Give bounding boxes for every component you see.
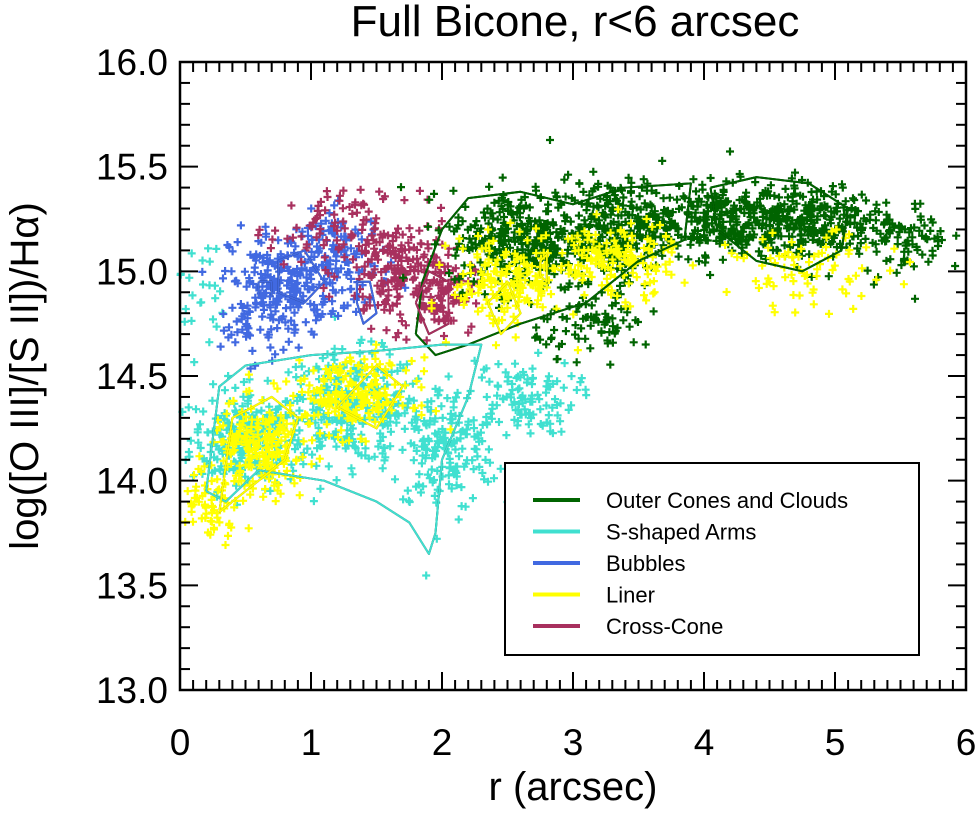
x-tick-label: 4 bbox=[694, 722, 715, 763]
x-tick-label: 0 bbox=[170, 722, 191, 763]
y-tick-label: 13.5 bbox=[96, 565, 168, 606]
point-markers bbox=[254, 185, 482, 345]
axis-ticks bbox=[179, 61, 967, 691]
x-tick-label: 1 bbox=[301, 722, 322, 763]
x-tick-label: 3 bbox=[563, 722, 584, 763]
legend-label: Liner bbox=[606, 583, 655, 608]
x-axis-label: r (arcsec) bbox=[489, 765, 658, 809]
x-tick-label: 6 bbox=[956, 722, 977, 763]
y-tick-label: 14.0 bbox=[96, 461, 168, 502]
y-tick-label: 16.0 bbox=[96, 42, 168, 83]
legend-label: Cross-Cone bbox=[606, 614, 723, 639]
contour-line bbox=[277, 249, 326, 304]
density-contours bbox=[205, 176, 850, 555]
chart-title: Full Bicone, r<6 arcsec bbox=[351, 0, 800, 46]
legend-label: S-shaped Arms bbox=[606, 520, 756, 545]
contour-line bbox=[414, 270, 450, 336]
contour-line bbox=[486, 280, 522, 336]
x-tick-label: 2 bbox=[432, 722, 453, 763]
x-tick-label: 5 bbox=[825, 722, 846, 763]
y-tick-label: 15.5 bbox=[96, 147, 168, 188]
contour-line bbox=[709, 176, 850, 273]
scatter-points bbox=[176, 136, 961, 580]
contour-line bbox=[414, 182, 692, 357]
legend-box bbox=[504, 462, 920, 656]
series-points bbox=[254, 185, 482, 345]
y-axis-label: log([O III]/[S II])/Hα) bbox=[3, 202, 47, 550]
contour-line bbox=[336, 364, 404, 430]
y-tick-label: 14.5 bbox=[96, 356, 168, 397]
contour-line bbox=[218, 395, 299, 513]
tick-labels: 0 1 2 3 4 5 6 13.0 13.5 14.0 14.5 15.0 15.5 16.0 bbox=[96, 42, 976, 763]
legend-label: Bubbles bbox=[606, 551, 686, 576]
contour-line bbox=[205, 343, 483, 555]
contour-line bbox=[539, 253, 548, 283]
y-tick-label: 13.0 bbox=[96, 670, 168, 711]
contour-line bbox=[355, 280, 378, 325]
legend: Outer Cones and Clouds S-shaped Arms Bubbl… bbox=[504, 462, 920, 656]
legend-label: Outer Cones and Clouds bbox=[606, 488, 848, 513]
contour-line bbox=[257, 280, 273, 298]
y-tick-label: 15.0 bbox=[96, 251, 168, 292]
